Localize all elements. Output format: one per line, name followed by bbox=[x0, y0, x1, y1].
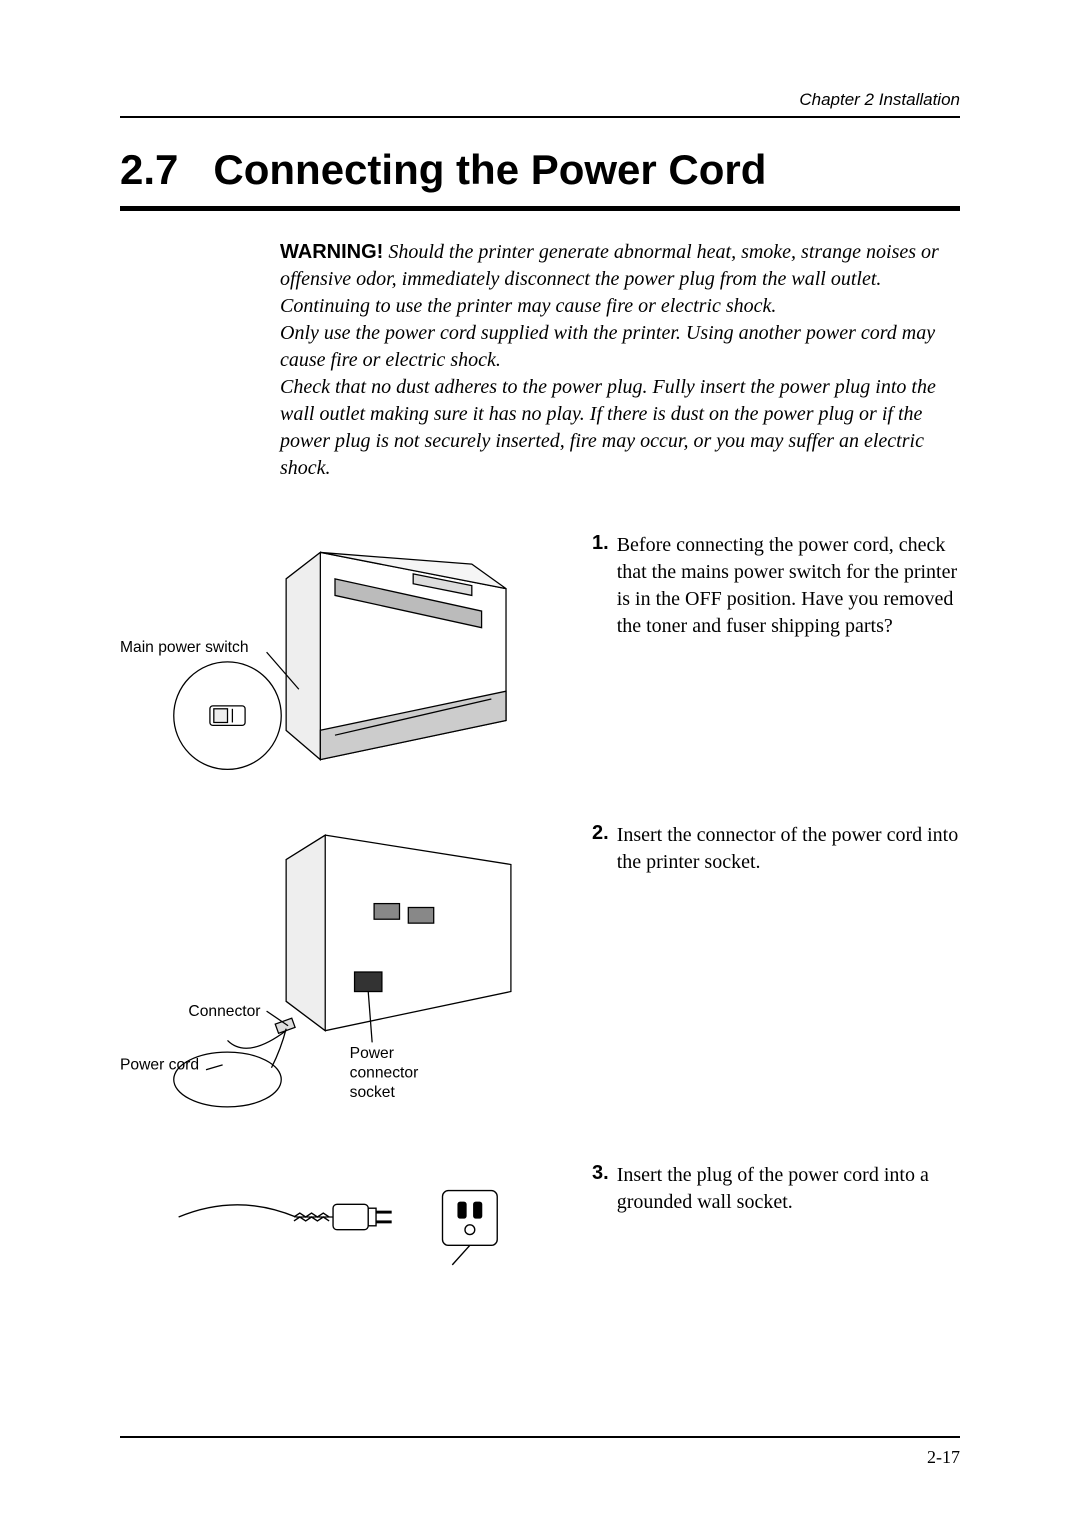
figure-1-printer-front: Main power switch bbox=[120, 532, 550, 782]
step-3-number: 3. bbox=[592, 1162, 609, 1216]
top-rule bbox=[120, 116, 960, 118]
step-1-number: 1. bbox=[592, 532, 609, 640]
step-3-text: Insert the plug of the power cord into a… bbox=[617, 1162, 960, 1216]
step-2-number: 2. bbox=[592, 822, 609, 876]
figure-2-label-socket-1: Power bbox=[350, 1045, 394, 1062]
figure-2-label-socket-2: connector bbox=[350, 1065, 419, 1082]
figure-2-label-socket-3: socket bbox=[350, 1084, 396, 1101]
warning-text-3: Check that no dust adheres to the power … bbox=[280, 374, 950, 482]
step-1-row: Main power switch 1. Before connecting t… bbox=[120, 532, 960, 782]
section-number: 2.7 bbox=[120, 146, 178, 193]
step-2-text: Insert the connector of the power cord i… bbox=[617, 822, 960, 876]
figure-3-plug-outlet bbox=[120, 1162, 550, 1272]
figure-1-label: Main power switch bbox=[120, 639, 249, 656]
figure-2-label-powercord: Power cord bbox=[120, 1057, 199, 1074]
step-3-row: 3. Insert the plug of the power cord int… bbox=[120, 1162, 960, 1272]
section-title: 2.7 Connecting the Power Cord bbox=[120, 146, 960, 194]
section-rule bbox=[120, 206, 960, 211]
step-1-text: Before connecting the power cord, check … bbox=[617, 532, 960, 640]
section-heading: Connecting the Power Cord bbox=[213, 146, 766, 193]
warning-label: WARNING! bbox=[280, 241, 383, 263]
step-2-row: Connector Power cord Power connector soc… bbox=[120, 822, 960, 1122]
footer-rule bbox=[120, 1436, 960, 1438]
figure-2-printer-rear: Connector Power cord Power connector soc… bbox=[120, 822, 550, 1122]
warning-text-2: Only use the power cord supplied with th… bbox=[280, 320, 950, 374]
chapter-header: Chapter 2 Installation bbox=[120, 90, 960, 110]
page-number: 2-17 bbox=[927, 1447, 960, 1468]
warning-block: WARNING! Should the printer generate abn… bbox=[280, 239, 950, 482]
figure-2-label-connector: Connector bbox=[188, 1003, 260, 1020]
